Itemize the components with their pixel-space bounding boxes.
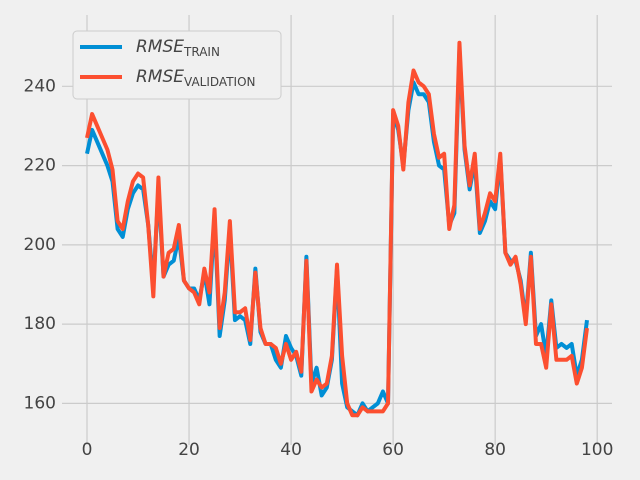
legend-name: RMSE (136, 67, 184, 87)
y-tick-label: 200 (24, 235, 56, 255)
y-tick-label: 240 (24, 76, 56, 96)
x-tick-label: 0 (82, 440, 93, 460)
legend-subscript: TRAIN (183, 45, 220, 59)
legend-label: RMSEVALIDATION (136, 67, 256, 89)
legend-label: RMSETRAIN (136, 37, 220, 59)
y-tick-label: 220 (24, 156, 56, 176)
x-tick-label: 40 (280, 440, 302, 460)
x-tick-label: 80 (484, 440, 506, 460)
legend-name: RMSE (136, 37, 184, 57)
x-tick-label: 60 (382, 440, 404, 460)
y-tick-label: 160 (24, 393, 56, 413)
x-tick-label: 20 (178, 440, 200, 460)
legend-subscript: VALIDATION (184, 75, 255, 89)
legend-box (72, 30, 282, 100)
y-tick-label: 180 (24, 314, 56, 334)
line (85, 40, 589, 418)
x-tick-label: 100 (581, 440, 613, 460)
